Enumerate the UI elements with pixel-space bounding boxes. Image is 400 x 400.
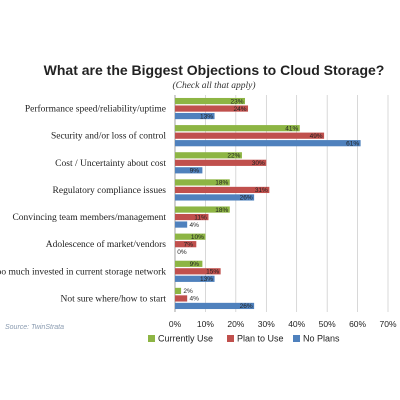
data-label: 49%: [310, 133, 323, 140]
bar: [175, 194, 255, 201]
data-label: 23%: [230, 98, 243, 105]
bar: [175, 132, 325, 139]
source-note: Source: TwinStrata: [5, 324, 64, 331]
category-label: Not sure where/how to start: [60, 294, 166, 304]
data-label: 9%: [190, 261, 200, 268]
data-label: 26%: [240, 195, 253, 202]
x-tick-label: 0%: [169, 319, 182, 329]
legend: Currently Use Plan to Use No Plans: [148, 334, 340, 344]
bar: [175, 186, 270, 194]
chart-subtitle: (Check all that apply): [172, 80, 255, 91]
bar: [175, 221, 188, 228]
data-label: 26%: [240, 303, 253, 310]
data-labels: 23%24%13%41%49%61%22%30%9%18%31%26%18%11…: [177, 98, 359, 310]
x-tick-label: 20%: [227, 319, 244, 329]
data-label: 13%: [200, 113, 213, 120]
bar: [175, 213, 209, 221]
data-label: 61%: [346, 140, 359, 147]
x-tick-label: 10%: [197, 319, 214, 329]
bar: [175, 112, 215, 120]
category-label: Adolescence of market/vendors: [46, 239, 167, 250]
bar: [175, 140, 361, 147]
category-label: Performance speed/reliability/uptime: [25, 104, 166, 115]
legend-label: Plan to Use: [237, 334, 284, 344]
legend-swatch: [227, 335, 234, 342]
bar: [175, 97, 245, 105]
bar: [175, 233, 206, 240]
data-label: 30%: [252, 160, 265, 167]
bar: [175, 295, 188, 302]
data-label: 18%: [215, 180, 228, 187]
data-label: 4%: [189, 222, 199, 229]
data-label: 2%: [183, 288, 193, 295]
data-label: 0%: [177, 249, 187, 256]
x-axis-tick-labels: 0% 10% 20% 30% 40% 50% 60% 70%: [169, 319, 397, 329]
data-label: 10%: [191, 234, 204, 241]
bar: [175, 206, 230, 213]
data-label: 41%: [285, 125, 298, 132]
data-label: 22%: [227, 153, 240, 160]
bar: [175, 167, 203, 174]
data-label: 13%: [200, 276, 213, 283]
category-label: Regulatory compliance issues: [53, 186, 167, 196]
data-label: 9%: [190, 168, 200, 175]
bar: [175, 287, 182, 295]
data-label: 11%: [194, 214, 207, 221]
data-label: 31%: [255, 187, 268, 194]
x-tick-label: 40%: [288, 319, 305, 329]
bar: [175, 125, 300, 132]
data-label: 7%: [184, 241, 194, 248]
category-label: Too much invested in current storage net…: [0, 267, 166, 277]
data-label: 4%: [189, 296, 199, 303]
data-label: 24%: [234, 106, 247, 113]
x-tick-label: 50%: [319, 319, 336, 329]
category-label: Security and/or loss of control: [51, 131, 166, 142]
data-label: 18%: [215, 207, 228, 214]
bar: [175, 179, 230, 186]
chart-title: What are the Biggest Objections to Cloud…: [44, 62, 385, 78]
bar: [175, 159, 267, 166]
legend-label: Currently Use: [158, 334, 213, 344]
legend-label: No Plans: [303, 334, 340, 344]
x-tick-label: 30%: [258, 319, 275, 329]
category-label: Cost / Uncertainty about cost: [55, 159, 166, 169]
bar: [175, 260, 203, 267]
bars: [175, 97, 361, 310]
x-tick-label: 60%: [349, 319, 366, 329]
bar: [175, 275, 215, 282]
x-tick-label: 70%: [379, 319, 396, 329]
bar: [175, 302, 255, 310]
legend-swatch: [148, 335, 155, 342]
bar: [175, 241, 197, 248]
bar: [175, 268, 221, 275]
category-label: Convincing team members/management: [12, 213, 166, 223]
legend-swatch: [293, 335, 300, 342]
bar: [175, 152, 242, 159]
bar: [175, 105, 249, 112]
data-label: 15%: [206, 269, 219, 276]
category-labels: Performance speed/reliability/uptime Secu…: [0, 104, 166, 305]
